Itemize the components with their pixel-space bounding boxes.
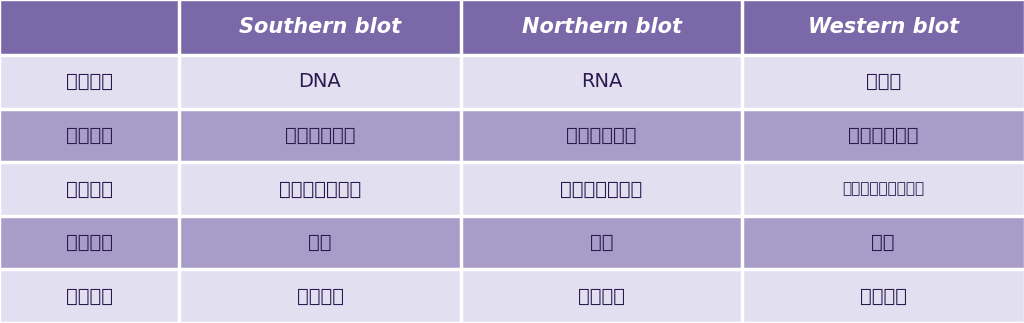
Text: 抗体: 抗体	[871, 233, 895, 252]
Text: DNA: DNA	[299, 72, 341, 91]
Text: 放射显影: 放射显影	[297, 287, 343, 306]
Text: 碌基互补配对: 碌基互补配对	[285, 126, 355, 145]
Text: 探针: 探针	[308, 233, 332, 252]
Text: 检测原理: 检测原理	[67, 126, 113, 145]
Bar	[179, 109, 461, 162]
Bar	[742, 216, 1024, 269]
Text: Southern blot: Southern blot	[239, 17, 401, 37]
Bar	[461, 162, 742, 216]
Text: 底物显色: 底物显色	[860, 287, 906, 306]
Text: 琼脂糖凝胶电泳: 琼脂糖凝胶电泳	[560, 180, 643, 198]
Text: 观察方法: 观察方法	[67, 287, 113, 306]
Text: 标记类型: 标记类型	[67, 233, 113, 252]
Bar	[461, 109, 742, 162]
Bar	[742, 0, 1024, 55]
Bar	[179, 269, 461, 323]
Text: 探针: 探针	[590, 233, 613, 252]
Text: 检测目标: 检测目标	[67, 72, 113, 91]
Text: 放射显影: 放射显影	[579, 287, 625, 306]
Text: 蛋白质: 蛋白质	[865, 72, 901, 91]
Text: 电泳类型: 电泳类型	[67, 180, 113, 198]
Text: 琼脂糖凝胶电泳: 琼脂糖凝胶电泳	[279, 180, 361, 198]
Bar	[0, 109, 179, 162]
Bar	[742, 109, 1024, 162]
Bar	[461, 269, 742, 323]
Bar	[742, 269, 1024, 323]
Text: RNA: RNA	[581, 72, 623, 91]
Bar	[0, 216, 179, 269]
Text: 聚丙烯酰胺凝胶电泳: 聚丙烯酰胺凝胶电泳	[842, 182, 925, 196]
Bar	[461, 0, 742, 55]
Bar	[742, 162, 1024, 216]
Bar	[461, 216, 742, 269]
Bar	[179, 0, 461, 55]
Bar	[179, 162, 461, 216]
Bar	[0, 55, 179, 109]
Bar	[0, 0, 179, 55]
Bar	[461, 55, 742, 109]
Bar	[0, 269, 179, 323]
Text: Western blot: Western blot	[808, 17, 958, 37]
Bar	[179, 216, 461, 269]
Text: 抗原抗体反应: 抗原抗体反应	[848, 126, 919, 145]
Text: Northern blot: Northern blot	[521, 17, 682, 37]
Text: 碌基互补配对: 碌基互补配对	[566, 126, 637, 145]
Bar	[0, 162, 179, 216]
Bar	[742, 55, 1024, 109]
Bar	[179, 55, 461, 109]
